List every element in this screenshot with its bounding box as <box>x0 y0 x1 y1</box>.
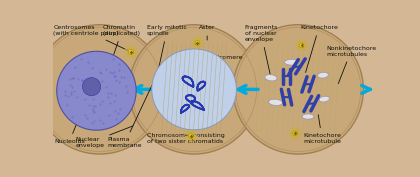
Text: Nucleolus: Nucleolus <box>54 89 91 144</box>
Ellipse shape <box>318 72 328 78</box>
Ellipse shape <box>34 25 165 154</box>
Ellipse shape <box>299 43 304 48</box>
Ellipse shape <box>233 25 363 154</box>
Ellipse shape <box>195 41 200 45</box>
Ellipse shape <box>57 51 136 130</box>
Ellipse shape <box>82 78 101 96</box>
Text: Chromatin
(duplicated): Chromatin (duplicated) <box>103 25 141 64</box>
Ellipse shape <box>302 114 314 119</box>
Ellipse shape <box>152 49 236 130</box>
Text: Early mitotic
spindle: Early mitotic spindle <box>147 25 187 67</box>
Text: Plasma
membrane: Plasma membrane <box>108 85 152 148</box>
Text: Nonkinetochore
microtubules: Nonkinetochore microtubules <box>326 46 376 84</box>
Ellipse shape <box>129 25 259 154</box>
Ellipse shape <box>265 75 277 81</box>
Ellipse shape <box>189 134 193 138</box>
Ellipse shape <box>319 96 329 102</box>
Ellipse shape <box>269 99 282 105</box>
Ellipse shape <box>285 59 299 65</box>
Text: Kinetochore
microtubule: Kinetochore microtubule <box>303 115 341 144</box>
Ellipse shape <box>293 131 297 136</box>
Text: Chromosome, consisting
of two sister chromatids: Chromosome, consisting of two sister chr… <box>147 121 225 144</box>
Ellipse shape <box>129 49 134 55</box>
Text: Kinetochore: Kinetochore <box>300 25 338 73</box>
Text: Centromere: Centromere <box>205 55 243 84</box>
Text: Centrosomes
(with centriole pairs): Centrosomes (with centriole pairs) <box>53 25 129 51</box>
Text: Aster: Aster <box>199 25 215 40</box>
Text: Fragments
of nuclear
envelope: Fragments of nuclear envelope <box>244 25 278 75</box>
Text: Nuclear
envelope: Nuclear envelope <box>75 126 133 148</box>
